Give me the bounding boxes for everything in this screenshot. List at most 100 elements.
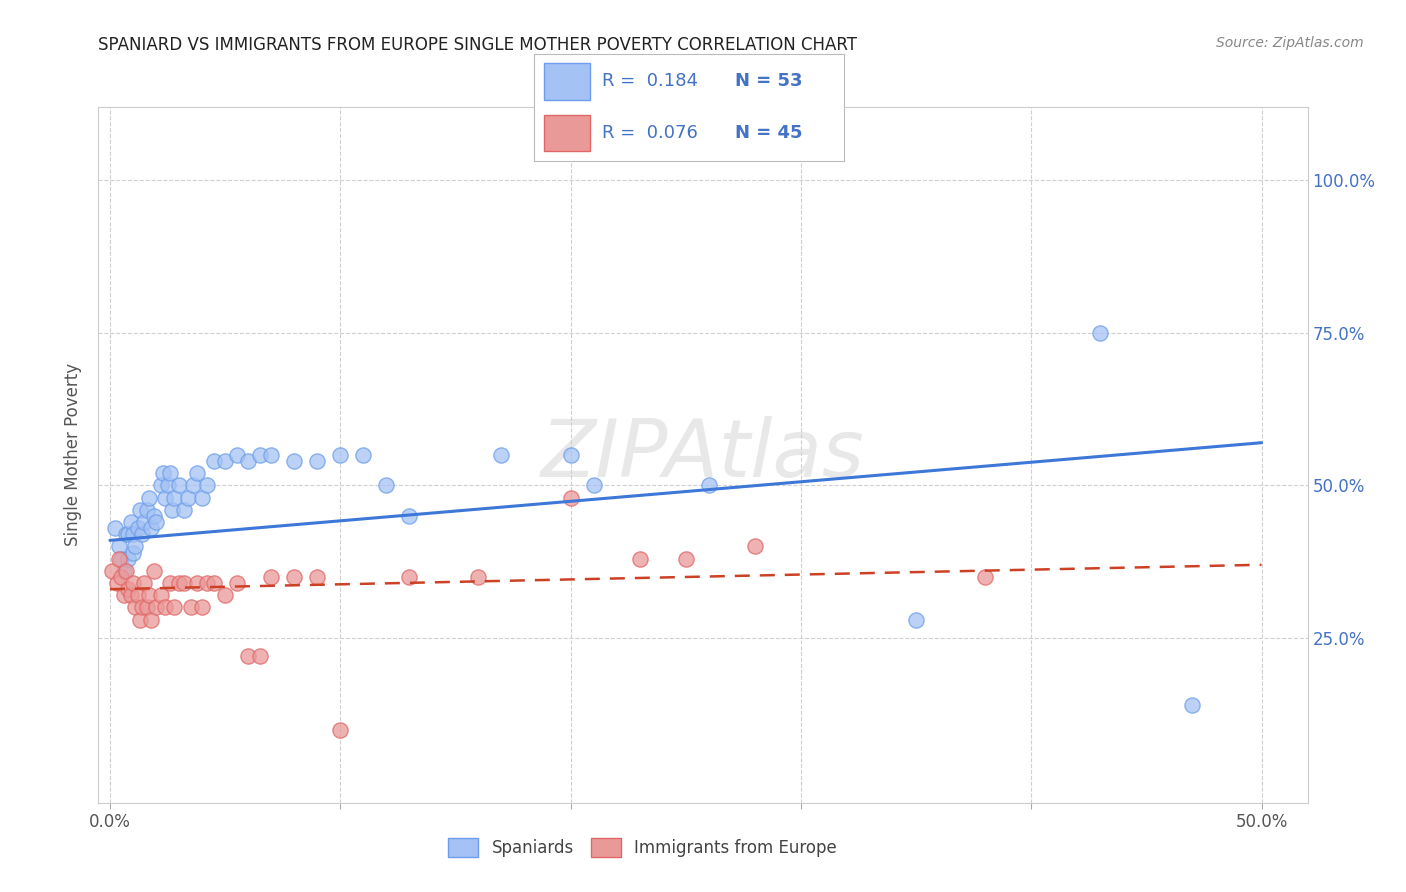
Point xyxy=(560,448,582,462)
Point xyxy=(101,564,124,578)
Point xyxy=(744,540,766,554)
Point xyxy=(249,448,271,462)
Point xyxy=(260,570,283,584)
Point xyxy=(195,576,218,591)
Point xyxy=(155,491,177,505)
FancyBboxPatch shape xyxy=(544,63,591,100)
Point xyxy=(214,454,236,468)
Point xyxy=(115,527,138,541)
Point xyxy=(155,600,177,615)
Text: R =  0.184: R = 0.184 xyxy=(602,72,699,90)
Point xyxy=(177,491,200,505)
Point xyxy=(173,576,195,591)
Point xyxy=(115,564,138,578)
Point xyxy=(560,491,582,505)
Text: N = 53: N = 53 xyxy=(735,72,803,90)
Text: SPANIARD VS IMMIGRANTS FROM EUROPE SINGLE MOTHER POVERTY CORRELATION CHART: SPANIARD VS IMMIGRANTS FROM EUROPE SINGL… xyxy=(98,36,858,54)
Text: R =  0.076: R = 0.076 xyxy=(602,124,699,142)
Text: ZIPAtlas: ZIPAtlas xyxy=(541,416,865,494)
Point xyxy=(329,448,352,462)
Point xyxy=(131,600,153,615)
Point xyxy=(173,503,195,517)
Point xyxy=(149,478,172,492)
Point xyxy=(307,570,329,584)
Point xyxy=(191,600,214,615)
Point xyxy=(120,515,142,529)
Point xyxy=(186,576,208,591)
Point xyxy=(122,545,145,559)
Point xyxy=(145,600,167,615)
Point xyxy=(467,570,489,584)
Point xyxy=(117,551,139,566)
Point xyxy=(112,564,135,578)
Point xyxy=(675,551,697,566)
Point xyxy=(145,515,167,529)
Point xyxy=(128,503,150,517)
Point xyxy=(112,588,135,602)
Point xyxy=(127,521,149,535)
Point xyxy=(398,570,420,584)
Point xyxy=(117,527,139,541)
Point xyxy=(141,521,163,535)
Point xyxy=(225,576,247,591)
Point xyxy=(108,540,131,554)
Point xyxy=(1181,698,1204,713)
Point xyxy=(260,448,283,462)
Point xyxy=(134,576,156,591)
Point xyxy=(236,454,259,468)
Point xyxy=(1090,326,1112,340)
Point xyxy=(249,649,271,664)
Point xyxy=(135,503,157,517)
Point xyxy=(195,478,218,492)
Point xyxy=(108,551,131,566)
Point xyxy=(191,491,214,505)
Legend: Spaniards, Immigrants from Europe: Spaniards, Immigrants from Europe xyxy=(441,831,844,864)
Point xyxy=(375,478,398,492)
Text: N = 45: N = 45 xyxy=(735,124,803,142)
Point xyxy=(329,723,352,737)
Point xyxy=(135,600,157,615)
Point xyxy=(103,521,125,535)
Point xyxy=(283,454,305,468)
Text: Source: ZipAtlas.com: Source: ZipAtlas.com xyxy=(1216,36,1364,50)
Point xyxy=(152,467,174,481)
Point xyxy=(307,454,329,468)
Point xyxy=(225,448,247,462)
Point xyxy=(180,600,202,615)
Point xyxy=(159,467,181,481)
Point xyxy=(628,551,651,566)
Point xyxy=(160,503,183,517)
Point xyxy=(105,576,128,591)
Point xyxy=(202,576,225,591)
Point xyxy=(110,570,132,584)
Point xyxy=(134,515,156,529)
Point xyxy=(131,527,153,541)
Point xyxy=(122,576,145,591)
Point xyxy=(167,478,190,492)
Point xyxy=(697,478,720,492)
Point xyxy=(491,448,513,462)
Point xyxy=(582,478,605,492)
Point xyxy=(163,600,186,615)
Point xyxy=(138,588,160,602)
Y-axis label: Single Mother Poverty: Single Mother Poverty xyxy=(65,363,83,547)
Point xyxy=(352,448,374,462)
Point xyxy=(127,588,149,602)
Point xyxy=(110,551,132,566)
Point xyxy=(214,588,236,602)
Point xyxy=(398,508,420,523)
Point xyxy=(186,467,208,481)
Point xyxy=(142,564,165,578)
Point xyxy=(120,588,142,602)
Point xyxy=(122,527,145,541)
Point xyxy=(159,576,181,591)
Point xyxy=(141,613,163,627)
Point xyxy=(138,491,160,505)
FancyBboxPatch shape xyxy=(544,114,591,151)
Point xyxy=(117,582,139,597)
Point xyxy=(167,576,190,591)
Point xyxy=(124,540,146,554)
Point xyxy=(163,491,186,505)
Point xyxy=(974,570,997,584)
Point xyxy=(905,613,928,627)
